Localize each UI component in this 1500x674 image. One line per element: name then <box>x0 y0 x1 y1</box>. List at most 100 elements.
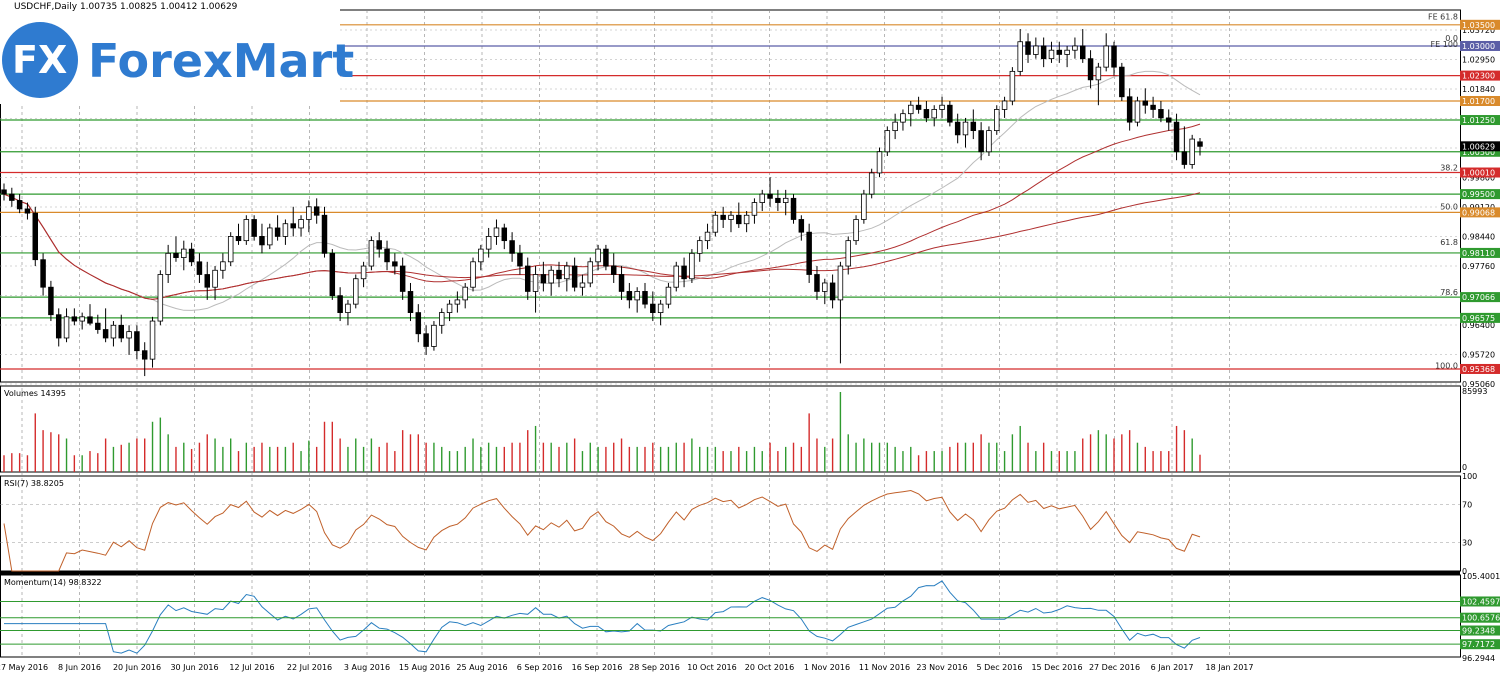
candle-body <box>1150 104 1156 110</box>
candle-body <box>1025 41 1031 55</box>
fibo-label: 78.6 <box>1440 288 1458 297</box>
momentum-level-tag <box>1460 639 1500 650</box>
level-tag <box>1460 167 1500 178</box>
momentum-axis-label: 102.4597 <box>1462 597 1500 606</box>
candle-body <box>673 265 680 288</box>
fibo-label: 61.8 <box>1440 238 1458 247</box>
x-tick-label: 11 Nov 2016 <box>859 663 910 672</box>
x-tick-label: 6 Jan 2017 <box>1151 663 1194 672</box>
candle-body <box>1009 70 1016 102</box>
candle-body <box>165 252 171 275</box>
rsi-line <box>3 489 1201 572</box>
candle-body <box>337 295 343 313</box>
level-tag-label: 1.03000 <box>1462 42 1495 51</box>
candle-body <box>282 223 289 237</box>
candle-body <box>986 130 992 153</box>
level-tag-label: 0.98110 <box>1462 249 1495 258</box>
logo-text: ForexMart <box>88 34 355 88</box>
candle-body <box>368 240 375 267</box>
x-tick-label: 25 Aug 2016 <box>456 663 507 672</box>
candle-body <box>775 197 781 203</box>
candle-body <box>939 104 945 110</box>
current-price-label: 1.00629 <box>1462 142 1495 151</box>
momentum-level-tag <box>1460 596 1500 607</box>
x-tick-label: 1 Nov 2016 <box>804 663 850 672</box>
level-tag-label: 0.95368 <box>1462 365 1495 374</box>
candle-body <box>1158 109 1164 119</box>
level-tag-label: 0.99068 <box>1462 208 1495 217</box>
candle-body <box>95 322 101 330</box>
level-tag-label: 1.00010 <box>1462 169 1495 178</box>
volume-axis-label: 85993 <box>1462 387 1487 396</box>
candle-body <box>102 329 109 339</box>
candle-body <box>603 248 609 267</box>
candle-body <box>126 331 132 339</box>
candle-body <box>571 265 578 288</box>
candle-body <box>181 248 187 258</box>
price-tick-label: 1.03720 <box>1462 26 1495 35</box>
rsi-axis-label: 100 <box>1462 472 1477 481</box>
candle-body <box>384 248 390 263</box>
momentum-axis-label: 105.4001 <box>1462 572 1500 581</box>
candle-body <box>900 113 906 123</box>
candle-body <box>1072 45 1078 51</box>
candle-body <box>501 227 508 242</box>
price-tick-label: 0.97760 <box>1462 262 1495 271</box>
candle-body <box>321 214 328 254</box>
x-tick-label: 15 Dec 2016 <box>1031 663 1082 672</box>
candle-body <box>751 202 758 216</box>
x-tick-label: 27 Dec 2016 <box>1089 663 1140 672</box>
candle-body <box>689 252 695 280</box>
candle-body <box>861 193 867 220</box>
level-tag-label: 0.96575 <box>1462 314 1495 323</box>
candle-body <box>1033 45 1039 55</box>
candle-body <box>423 333 429 347</box>
x-tick-label: 27 May 2016 <box>0 663 48 672</box>
candle-body <box>1126 96 1133 123</box>
candle-body <box>704 231 711 242</box>
level-tag-label: 1.00500 <box>1462 148 1495 157</box>
candle-body <box>173 252 179 258</box>
candle-body <box>564 265 570 280</box>
candle-body <box>32 212 39 261</box>
candle-body <box>1017 41 1023 72</box>
x-tick-label: 20 Oct 2016 <box>745 663 794 672</box>
x-tick-label: 16 Sep 2016 <box>572 663 623 672</box>
candle-body <box>9 193 15 201</box>
candle-body <box>1040 45 1047 60</box>
x-tick-label: 30 Jun 2016 <box>170 663 218 672</box>
price-tick-label: 0.95720 <box>1462 351 1495 360</box>
candle-body <box>376 240 382 250</box>
candle-body <box>360 265 367 280</box>
candle-body <box>892 121 898 132</box>
fibo-label: 50.0 <box>1440 202 1458 211</box>
candle-body <box>595 248 601 263</box>
candle-body <box>1181 151 1188 165</box>
candle-body <box>149 320 156 360</box>
level-tag <box>1460 363 1500 374</box>
symbol-header: USDCHF,Daily 1.00735 1.00825 1.00412 1.0… <box>14 2 238 12</box>
candle-body <box>40 259 46 288</box>
level-tag-label: 1.01700 <box>1462 97 1495 106</box>
level-tag-label: 0.97066 <box>1462 293 1495 302</box>
candle-body <box>48 286 54 316</box>
candle-body <box>399 265 406 292</box>
candle-body <box>71 316 78 322</box>
level-tag <box>1460 70 1500 81</box>
candle-body <box>618 274 625 292</box>
candle-body <box>24 208 31 214</box>
x-tick-label: 20 Jun 2016 <box>113 663 161 672</box>
x-tick-label: 8 Jun 2016 <box>58 663 101 672</box>
level-tag <box>1460 189 1500 200</box>
momentum-label: Momentum(14) 98.8322 <box>4 578 102 587</box>
candle-body <box>681 265 687 280</box>
fibo-label: FE 100 <box>1431 40 1458 49</box>
fibo-label: 38.2 <box>1440 163 1458 172</box>
level-tag <box>1460 115 1500 126</box>
candle-body <box>970 121 977 132</box>
rsi-axis-label: 0 <box>1462 567 1467 576</box>
ma-slow-line <box>3 192 1201 300</box>
price-tick-label: 1.01840 <box>1462 85 1495 94</box>
candle-body <box>743 214 750 225</box>
